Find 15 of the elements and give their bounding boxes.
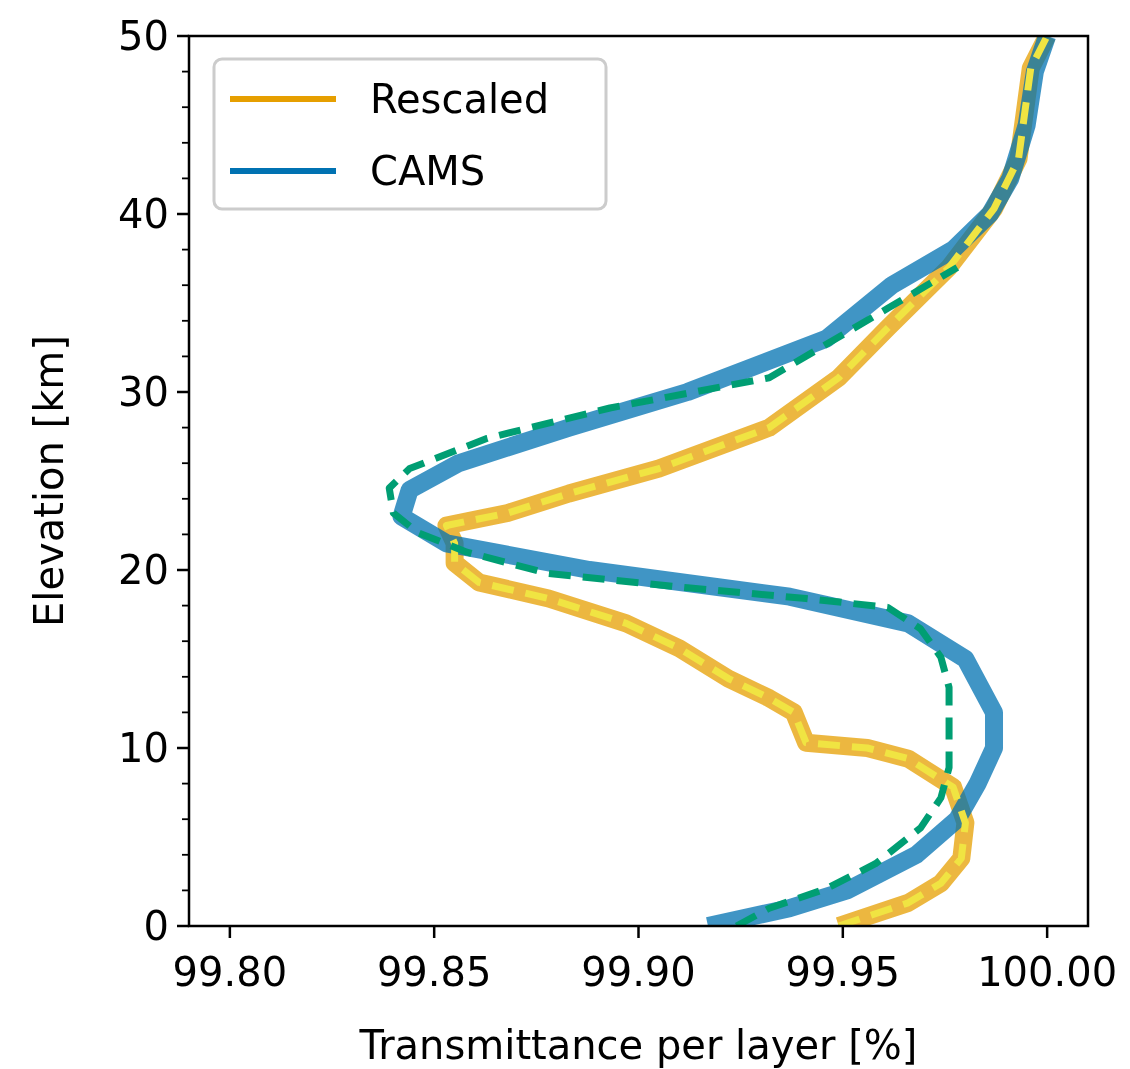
x-tick-label: 100.00 — [977, 949, 1118, 995]
y-tick-label: 10 — [118, 725, 169, 771]
x-tick-label: 99.80 — [172, 949, 288, 995]
x-tick-label: 99.90 — [581, 949, 696, 995]
y-axis-title: Elevation [km] — [26, 335, 72, 627]
x-tick-label: 99.95 — [785, 949, 901, 995]
y-tick-label: 40 — [118, 191, 169, 237]
legend-label: Rescaled — [370, 76, 550, 122]
x-axis-title: Transmittance per layer [%] — [358, 1022, 918, 1068]
y-tick-label: 30 — [118, 369, 169, 415]
y-tick-label: 50 — [118, 13, 169, 59]
legend-label: CAMS — [370, 148, 486, 194]
y-tick-label: 0 — [143, 903, 169, 949]
x-tick-label: 99.85 — [376, 949, 492, 995]
y-tick-label: 20 — [118, 547, 169, 593]
